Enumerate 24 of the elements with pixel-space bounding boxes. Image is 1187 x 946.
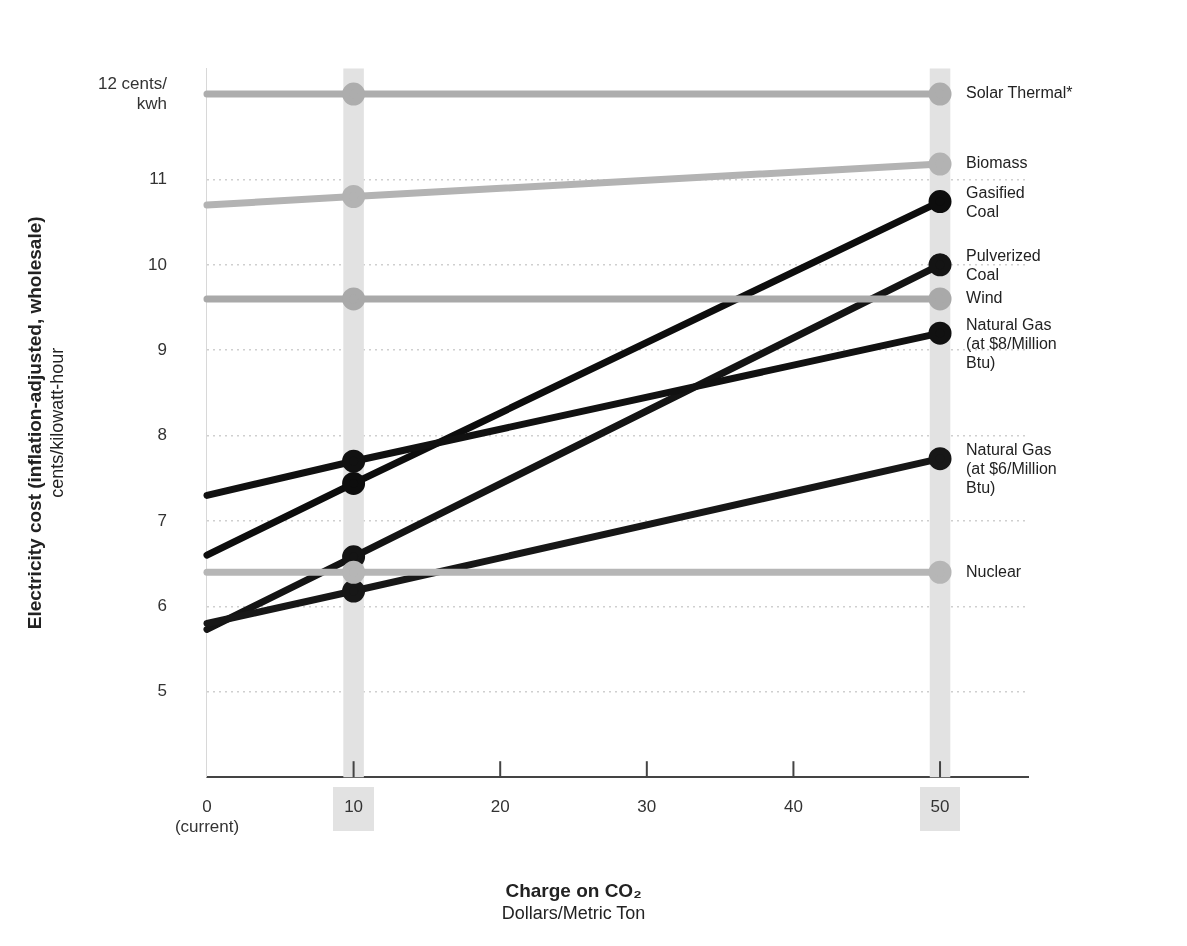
series-label: Solar Thermal* bbox=[966, 84, 1073, 102]
y-tick-label: 5 bbox=[157, 681, 167, 701]
series-label: Gasified Coal bbox=[966, 184, 1025, 221]
series-label: Biomass bbox=[966, 154, 1028, 172]
y-tick-label: 12 cents/ kwh bbox=[97, 73, 168, 113]
y-tick-label: 10 bbox=[148, 254, 167, 274]
x-tick-label: 50 bbox=[930, 797, 950, 817]
series-label: Natural Gas (at $8/Million Btu) bbox=[966, 315, 1057, 371]
x-tick-label: 40 bbox=[783, 797, 803, 817]
y-tick-label: 7 bbox=[157, 510, 167, 530]
x-axis-title: Charge on CO₂ Dollars/Metric Ton bbox=[501, 880, 646, 924]
x-tick-label: 0 (current) bbox=[174, 797, 240, 837]
series-label: Nuclear bbox=[966, 562, 1022, 580]
y-tick-label: 6 bbox=[157, 596, 167, 616]
y-tick-label: 8 bbox=[157, 425, 167, 445]
y-tick-label: 11 bbox=[149, 169, 167, 189]
y-axis-title: Electricity cost (inflation-adjusted, wholesale) cents/kilowatt-hour bbox=[24, 216, 67, 630]
x-tick-label: 30 bbox=[637, 797, 657, 817]
x-tick-label: 10 bbox=[344, 797, 364, 817]
x-tick-label: 20 bbox=[490, 797, 510, 817]
y-tick-label: 9 bbox=[157, 339, 167, 359]
series-label: Wind bbox=[966, 289, 1003, 307]
series-label: Natural Gas (at $6/Million Btu) bbox=[966, 441, 1057, 497]
series-label: Pulverized Coal bbox=[966, 247, 1041, 284]
